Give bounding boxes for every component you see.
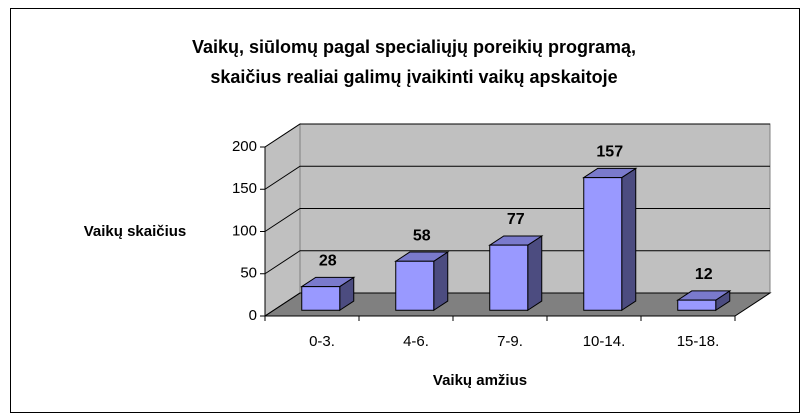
bar-front	[677, 299, 717, 311]
y-tick-label: 50	[240, 265, 257, 282]
y-tick-label: 200	[232, 138, 257, 155]
bar-front	[489, 244, 529, 311]
x-tick-label: 7-9.	[497, 333, 523, 350]
x-tick-label: 15-18.	[677, 333, 720, 350]
bar-front	[395, 260, 435, 311]
grid-line	[264, 165, 770, 190]
value-label: 28	[319, 253, 337, 270]
x-axis-title: Vaikų amžius	[433, 372, 527, 389]
y-tick-label: 0	[249, 307, 257, 324]
bar-side	[621, 167, 637, 312]
bar-front	[301, 286, 341, 311]
x-tick-label: 4-6.	[403, 333, 429, 350]
chart-title: Vaikų, siūlomų pagal specialiųjų poreiki…	[192, 37, 636, 57]
bar-side	[433, 251, 449, 312]
bar	[394, 251, 450, 312]
bar	[582, 167, 638, 312]
bar-side	[527, 235, 543, 312]
bar	[676, 289, 732, 312]
y-tick-label: 100	[232, 222, 257, 239]
value-label: 58	[413, 227, 431, 244]
x-tick-label: 0-3.	[309, 333, 335, 350]
bar	[300, 276, 356, 312]
chart-title: skaičius realiai galimų įvaikinti vaikų …	[210, 67, 617, 87]
grid-line	[264, 123, 770, 148]
value-label: 77	[507, 211, 525, 228]
y-tick-label: 150	[232, 180, 257, 197]
bar-front	[583, 177, 623, 311]
bar	[488, 235, 544, 312]
value-label: 12	[695, 266, 713, 283]
x-tick-label: 10-14.	[583, 333, 626, 350]
y-axis-title: Vaikų skaičius	[84, 223, 187, 240]
value-label: 157	[596, 144, 623, 161]
